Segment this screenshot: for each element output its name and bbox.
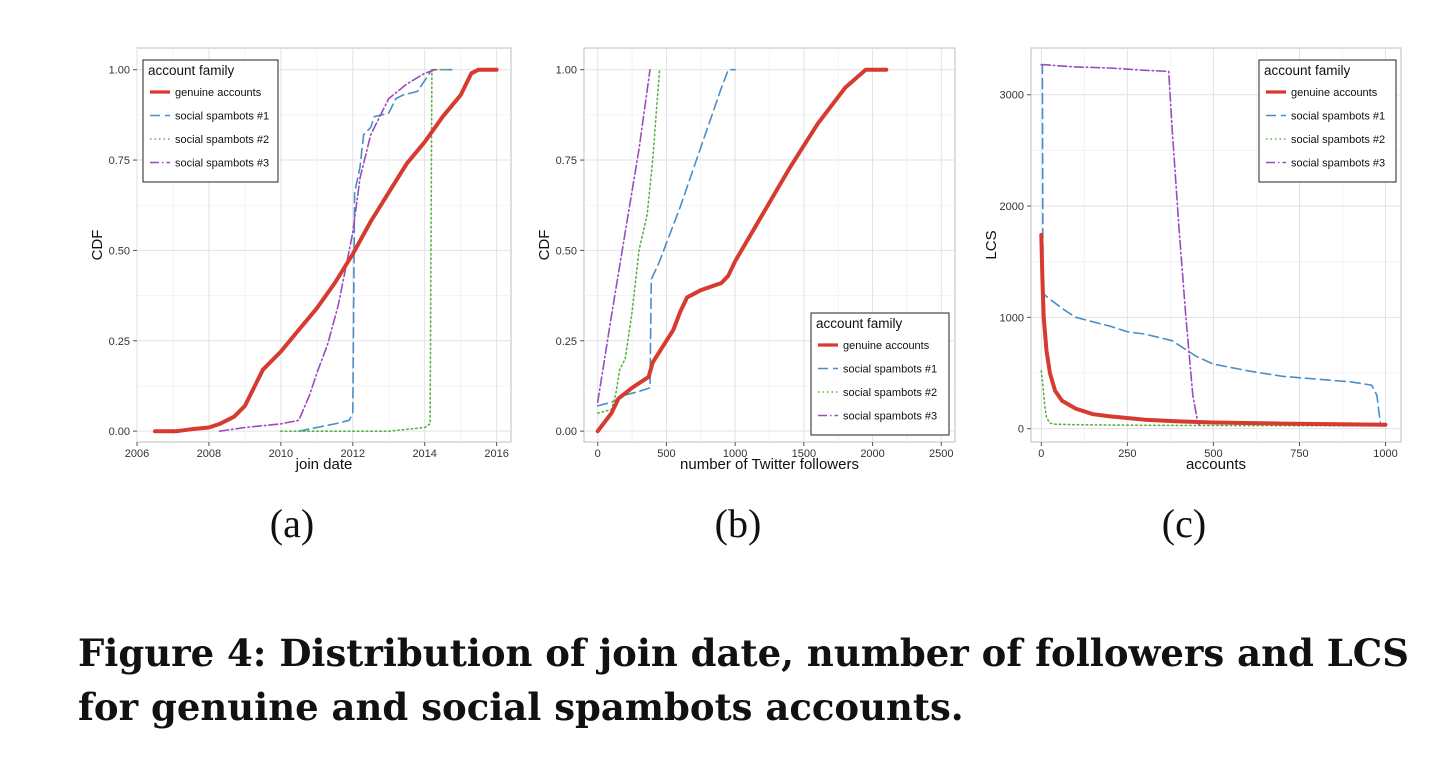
y-tick-label: 1.00 xyxy=(109,65,130,77)
y-axis-label: CDF xyxy=(536,230,553,261)
y-tick-label: 0.00 xyxy=(556,426,577,438)
series-line-social-spambots-3 xyxy=(218,68,437,432)
y-tick-label: 0.25 xyxy=(109,336,130,348)
y-tick-label: 0 xyxy=(1018,424,1024,436)
y-tick-label: 0.75 xyxy=(556,155,577,167)
legend-label-genuine-accounts: genuine accounts xyxy=(1291,87,1378,99)
caption-label: Figure 4: xyxy=(78,631,267,675)
figure-caption: Figure 4: Distribution of join date, num… xyxy=(78,626,1428,734)
legend-label-social-spambots-3: social spambots #3 xyxy=(843,411,937,423)
x-tick-label: 750 xyxy=(1290,448,1308,460)
x-axis-label: number of Twitter followers xyxy=(680,456,859,473)
legend-label-social-spambots-2: social spambots #2 xyxy=(1291,134,1385,146)
y-tick-label: 1000 xyxy=(1000,312,1024,324)
x-axis-label: join date xyxy=(295,456,353,473)
legend-label-genuine-accounts: genuine accounts xyxy=(843,340,930,352)
chart-panel-c: 0 250 500 750 1000 0 1000 2000 3000 accounts LCS ac… xyxy=(983,47,1402,546)
y-tick-label: 0.50 xyxy=(109,245,130,257)
series-line-social-spambots-2 xyxy=(1040,370,1387,427)
x-tick-label: 2014 xyxy=(412,448,436,460)
legend: account family genuine accounts social spa… xyxy=(142,59,279,183)
y-tick-label: 2000 xyxy=(1000,201,1024,213)
x-tick-label: 1500 xyxy=(792,448,816,460)
chart-panel-a: 2006 2008 2010 2012 2014 2016 0.00 0.25 0.50 0.75… xyxy=(89,47,512,546)
legend-label-social-spambots-2: social spambots #2 xyxy=(175,134,269,146)
series-line-social-spambots-2 xyxy=(280,68,448,432)
caption-text: Distribution of join date, number of fol… xyxy=(78,631,1409,729)
legend-label-genuine-accounts: genuine accounts xyxy=(175,87,262,99)
y-tick-label: 3000 xyxy=(1000,90,1024,102)
y-tick-label: 1.00 xyxy=(556,65,577,77)
legend-label-social-spambots-1: social spambots #1 xyxy=(843,364,937,376)
series-line-social-spambots-1 xyxy=(596,68,736,407)
series-line-social-spambots-3 xyxy=(596,68,651,403)
legend-label-social-spambots-3: social spambots #3 xyxy=(175,158,269,170)
legend-box xyxy=(142,59,279,183)
x-tick-label: 1000 xyxy=(1373,448,1397,460)
series-line-social-spambots-1 xyxy=(1040,63,1383,427)
x-tick-label: 2000 xyxy=(860,448,884,460)
legend-label-social-spambots-3: social spambots #3 xyxy=(1291,158,1385,170)
chart-panel-b: 0 500 1000 1500 2000 2500 0.00 0.25 0.50 0.75 1.00… xyxy=(536,47,956,546)
legend-label-social-spambots-1: social spambots #1 xyxy=(175,111,269,123)
legend-title: account family xyxy=(1264,63,1351,78)
x-tick-label: 250 xyxy=(1118,448,1136,460)
y-axis-label: CDF xyxy=(89,230,106,261)
legend-title: account family xyxy=(816,316,903,331)
y-tick-label: 0.00 xyxy=(109,426,130,438)
x-tick-label: 500 xyxy=(1204,448,1222,460)
x-tick-label: 1000 xyxy=(723,448,747,460)
series-line-social-spambots-2 xyxy=(596,68,662,414)
series-line-social-spambots-1 xyxy=(298,68,455,432)
legend: account family genuine accounts social spa… xyxy=(1258,59,1397,183)
y-axis-label: LCS xyxy=(983,230,1000,259)
legend-box xyxy=(1258,59,1397,183)
x-axis-label: accounts xyxy=(1186,456,1246,473)
subfigure-label: (b) xyxy=(715,501,762,546)
x-tick-label: 500 xyxy=(657,448,675,460)
x-tick-label: 2012 xyxy=(341,448,365,460)
x-tick-label: 2016 xyxy=(484,448,508,460)
y-tick-label: 0.25 xyxy=(556,336,577,348)
x-tick-label: 2008 xyxy=(197,448,221,460)
y-tick-label: 0.50 xyxy=(556,245,577,257)
series-line-genuine-accounts xyxy=(595,67,889,434)
legend-label-social-spambots-2: social spambots #2 xyxy=(843,387,937,399)
x-tick-label: 2010 xyxy=(269,448,293,460)
legend-title: account family xyxy=(148,63,235,78)
x-tick-label: 2006 xyxy=(125,448,149,460)
y-tick-label: 0.75 xyxy=(109,155,130,167)
x-tick-label: 0 xyxy=(1038,448,1044,460)
subfigure-label: (a) xyxy=(270,501,314,546)
legend: account family genuine accounts social spa… xyxy=(810,312,950,436)
series-line-social-spambots-3 xyxy=(1040,63,1201,427)
x-tick-label: 2500 xyxy=(929,448,953,460)
series-line-genuine-accounts xyxy=(153,67,499,434)
legend-label-social-spambots-1: social spambots #1 xyxy=(1291,111,1385,123)
series-line-genuine-accounts xyxy=(1039,233,1388,427)
legend-box xyxy=(810,312,950,436)
x-tick-label: 0 xyxy=(595,448,601,460)
subfigure-label: (c) xyxy=(1162,501,1206,546)
